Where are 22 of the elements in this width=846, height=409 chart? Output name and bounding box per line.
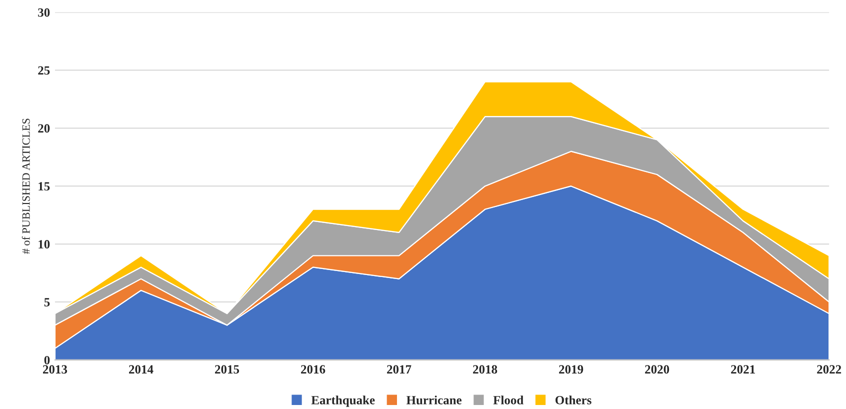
- x-tick-label: 2017: [387, 365, 412, 374]
- x-tick-label: 2019: [559, 365, 584, 374]
- legend-label: Earthquake: [311, 396, 375, 407]
- legend-label: Hurricane: [406, 396, 462, 404]
- x-tick-label: 2020: [645, 365, 670, 374]
- x-tick-label: 2021: [731, 365, 755, 374]
- legend-label: Others: [556, 396, 592, 404]
- y-tick-label: 5: [44, 298, 50, 306]
- x-tick-label: 2013: [43, 365, 68, 374]
- y-tick-label: 0: [44, 356, 50, 364]
- y-tick-label: 20: [38, 124, 50, 133]
- x-tick-label: 2018: [473, 365, 498, 374]
- x-tick-label: 2016: [301, 365, 326, 374]
- y-tick-label: 15: [38, 182, 50, 191]
- y-tick-label: 25: [38, 66, 50, 75]
- x-tick-label: 2015: [215, 365, 240, 374]
- x-tick-label: 2022: [817, 365, 842, 374]
- x-tick-label: 2014: [129, 365, 154, 374]
- y-axis-title: # of PUBLISHED ARTICLES: [22, 118, 30, 254]
- y-tick-label: 30: [38, 8, 50, 17]
- legend-label: Flood: [493, 396, 524, 404]
- y-tick-label: 10: [38, 240, 50, 248]
